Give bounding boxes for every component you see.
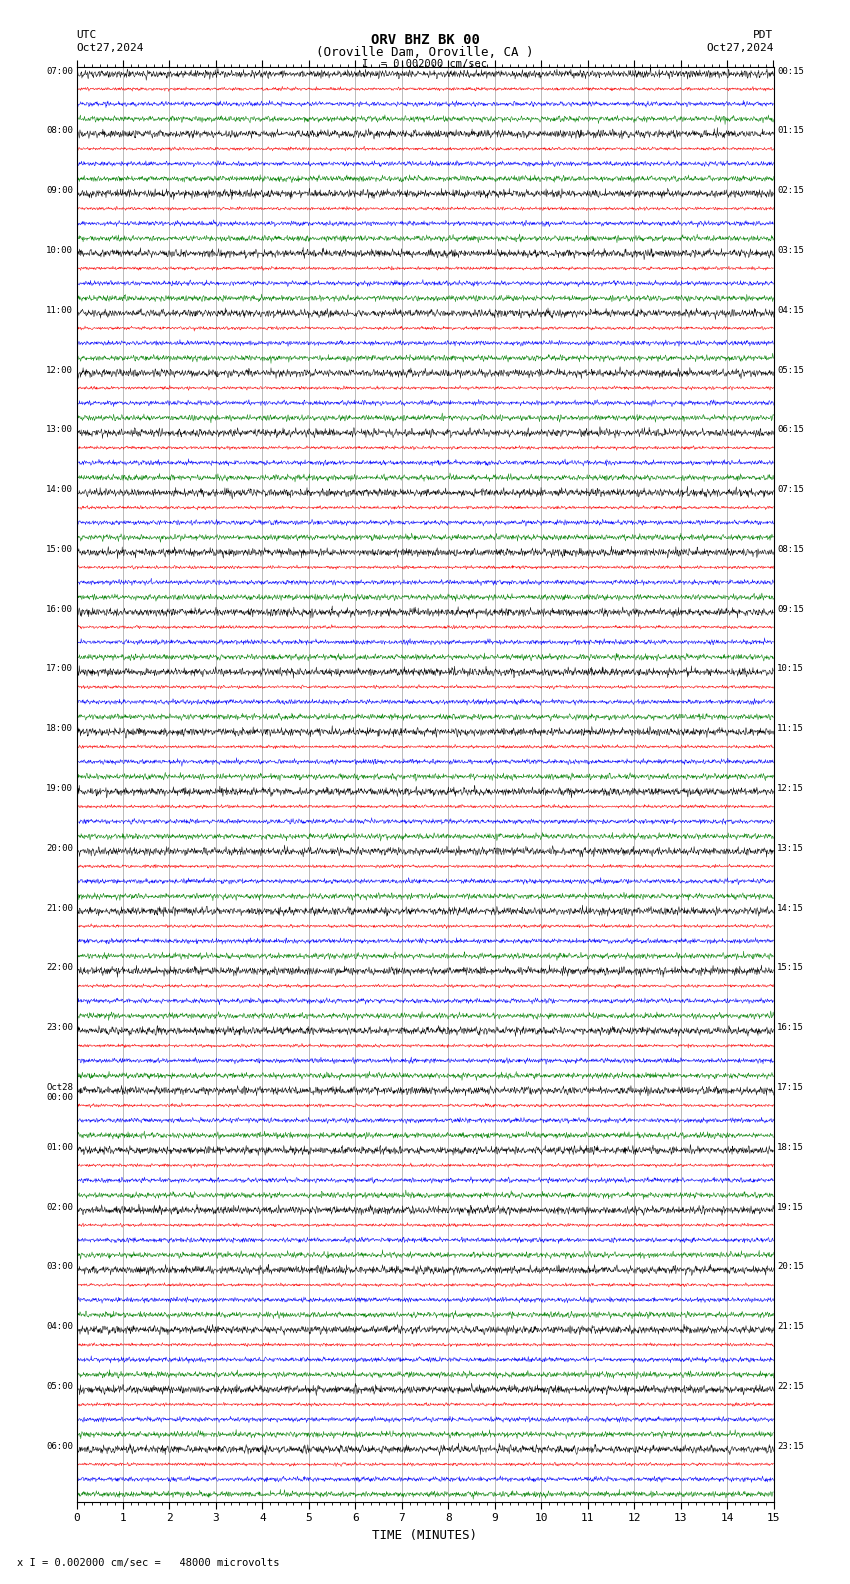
Text: UTC: UTC	[76, 30, 97, 40]
Text: 14:00: 14:00	[46, 485, 73, 494]
Text: 11:15: 11:15	[777, 724, 804, 733]
Text: 17:00: 17:00	[46, 665, 73, 673]
Text: 12:00: 12:00	[46, 366, 73, 374]
Text: 14:15: 14:15	[777, 903, 804, 912]
Text: 04:00: 04:00	[46, 1323, 73, 1331]
Text: Oct27,2024: Oct27,2024	[706, 43, 774, 52]
Text: Oct28
00:00: Oct28 00:00	[46, 1083, 73, 1102]
Text: 07:00: 07:00	[46, 67, 73, 76]
Text: 21:00: 21:00	[46, 903, 73, 912]
Text: 03:00: 03:00	[46, 1262, 73, 1272]
Text: 19:15: 19:15	[777, 1202, 804, 1212]
X-axis label: TIME (MINUTES): TIME (MINUTES)	[372, 1529, 478, 1541]
Text: 23:00: 23:00	[46, 1023, 73, 1033]
Text: 20:15: 20:15	[777, 1262, 804, 1272]
Text: 18:15: 18:15	[777, 1144, 804, 1152]
Text: 12:15: 12:15	[777, 784, 804, 794]
Text: x I = 0.002000 cm/sec =   48000 microvolts: x I = 0.002000 cm/sec = 48000 microvolts	[17, 1559, 280, 1568]
Text: 07:15: 07:15	[777, 485, 804, 494]
Text: 10:00: 10:00	[46, 246, 73, 255]
Text: 11:00: 11:00	[46, 306, 73, 315]
Text: 01:00: 01:00	[46, 1144, 73, 1152]
Text: 01:15: 01:15	[777, 127, 804, 135]
Text: 13:00: 13:00	[46, 425, 73, 434]
Text: 08:00: 08:00	[46, 127, 73, 135]
Text: 23:15: 23:15	[777, 1441, 804, 1451]
Text: 05:15: 05:15	[777, 366, 804, 374]
Text: 00:15: 00:15	[777, 67, 804, 76]
Text: 20:00: 20:00	[46, 844, 73, 852]
Text: 18:00: 18:00	[46, 724, 73, 733]
Text: 03:15: 03:15	[777, 246, 804, 255]
Text: 02:15: 02:15	[777, 187, 804, 195]
Text: 06:15: 06:15	[777, 425, 804, 434]
Text: 08:15: 08:15	[777, 545, 804, 554]
Text: 22:15: 22:15	[777, 1381, 804, 1391]
Text: 09:15: 09:15	[777, 605, 804, 613]
Text: 17:15: 17:15	[777, 1083, 804, 1091]
Text: (Oroville Dam, Oroville, CA ): (Oroville Dam, Oroville, CA )	[316, 46, 534, 59]
Text: 06:00: 06:00	[46, 1441, 73, 1451]
Text: 15:15: 15:15	[777, 963, 804, 973]
Text: 16:00: 16:00	[46, 605, 73, 613]
Text: 09:00: 09:00	[46, 187, 73, 195]
Text: 22:00: 22:00	[46, 963, 73, 973]
Text: 16:15: 16:15	[777, 1023, 804, 1033]
Text: 19:00: 19:00	[46, 784, 73, 794]
Text: ORV BHZ BK 00: ORV BHZ BK 00	[371, 33, 479, 48]
Text: 13:15: 13:15	[777, 844, 804, 852]
Text: I  = 0.002000 cm/sec: I = 0.002000 cm/sec	[362, 59, 488, 68]
Text: 04:15: 04:15	[777, 306, 804, 315]
Text: 02:00: 02:00	[46, 1202, 73, 1212]
Text: 05:00: 05:00	[46, 1381, 73, 1391]
Text: Oct27,2024: Oct27,2024	[76, 43, 144, 52]
Text: 10:15: 10:15	[777, 665, 804, 673]
Text: 21:15: 21:15	[777, 1323, 804, 1331]
Text: 15:00: 15:00	[46, 545, 73, 554]
Text: PDT: PDT	[753, 30, 774, 40]
